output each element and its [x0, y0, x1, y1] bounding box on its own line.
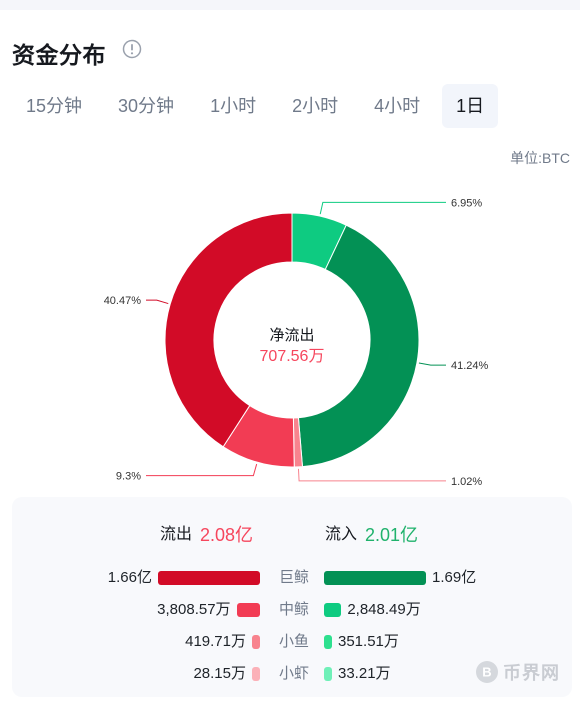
- inflow-amount: 1.69亿: [432, 569, 477, 586]
- leader-line-4: [146, 299, 169, 305]
- leader-line-1: [418, 362, 446, 366]
- slice-label-1: 41.24%: [451, 360, 489, 372]
- flow-summary-card: 流出 2.08亿 流入 2.01亿 1.66亿 巨鲸 1.69亿 3,808.57万 中…: [12, 497, 572, 697]
- leader-line-0: [319, 201, 446, 215]
- tab-4[interactable]: 4小时: [374, 96, 421, 116]
- timeframe-tabs: 15分钟 30分钟 1小时 2小时 4小时 1日: [12, 84, 499, 128]
- tab-3[interactable]: 2小时: [292, 96, 339, 116]
- outflow-amount: 419.71万: [185, 633, 246, 650]
- unit-label: 单位:BTC: [510, 150, 570, 166]
- outflow-value: 2.08亿: [200, 525, 254, 545]
- category-label: 中鲸: [278, 601, 309, 618]
- category-label: 小虾: [278, 665, 309, 682]
- watermark-text: 币界网: [503, 663, 560, 683]
- coin-logo-icon: B: [476, 661, 498, 683]
- inflow-amount: 33.21万: [338, 665, 391, 682]
- donut-chart: 6.95% 41.24% 1.02% 9.3% 40.47% 净流出 707.56万: [104, 197, 489, 488]
- outflow-amount: 28.15万: [193, 665, 246, 682]
- slice-label-3: 9.3%: [116, 471, 141, 483]
- category-label: 巨鲸: [278, 569, 309, 586]
- leader-line-3: [146, 463, 258, 477]
- tab-0[interactable]: 15分钟: [26, 96, 83, 116]
- outflow-amount: 1.66亿: [107, 569, 152, 586]
- flow-row: 1.66亿 巨鲸 1.69亿: [12, 567, 572, 589]
- flow-row: 28.15万 小虾 33.21万: [12, 663, 572, 685]
- slice-label-2: 1.02%: [451, 476, 482, 488]
- slice-label-0: 6.95%: [451, 197, 482, 209]
- watermark: B 币界网: [475, 659, 560, 685]
- svg-text:B: B: [482, 665, 491, 680]
- flow-summary: 流出 2.08亿 流入 2.01亿: [12, 523, 572, 547]
- donut-slice-4[interactable]: [164, 212, 293, 448]
- inflow-bar: [324, 667, 332, 681]
- outflow-amount: 3,808.57万: [157, 601, 231, 618]
- inflow-bar: [324, 635, 332, 649]
- flow-row: 3,808.57万 中鲸 2,848.49万: [12, 599, 572, 621]
- outflow-label: 流出: [160, 526, 193, 543]
- category-label: 小鱼: [278, 633, 309, 650]
- inflow-label: 流入: [325, 526, 358, 543]
- outflow-bar: [236, 603, 260, 617]
- info-circle-icon[interactable]: [122, 39, 142, 59]
- tab-5[interactable]: 1日: [442, 84, 499, 128]
- inflow-amount: 351.51万: [338, 633, 399, 650]
- slice-label-4: 40.47%: [104, 295, 142, 307]
- inflow-bar: [324, 571, 426, 585]
- page-title: 资金分布: [12, 42, 106, 68]
- tab-2[interactable]: 1小时: [210, 96, 257, 116]
- tab-1[interactable]: 30分钟: [118, 96, 175, 116]
- donut-slice-1[interactable]: [297, 224, 420, 468]
- center-label: 净流出: [269, 327, 314, 344]
- inflow-amount: 2,848.49万: [347, 601, 421, 618]
- outflow-bar: [252, 667, 260, 681]
- inflow-bar: [324, 603, 342, 617]
- center-value: 707.56万: [260, 348, 325, 365]
- outflow-bar: [158, 571, 260, 585]
- inflow-value: 2.01亿: [365, 525, 419, 545]
- outflow-bar: [252, 635, 260, 649]
- leader-line-2: [297, 468, 446, 482]
- flow-row: 419.71万 小鱼 351.51万: [12, 631, 572, 653]
- top-strip: [0, 0, 580, 10]
